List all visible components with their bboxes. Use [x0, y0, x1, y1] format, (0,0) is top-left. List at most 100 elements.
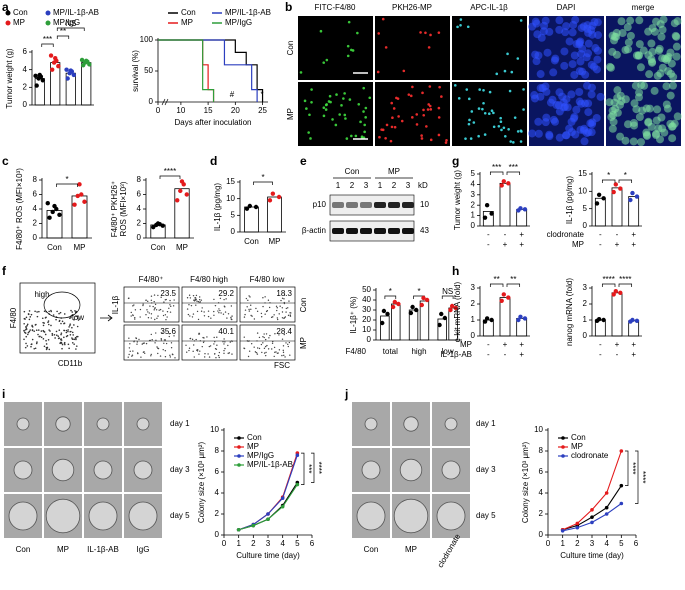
- cell-signal: [583, 24, 592, 33]
- event-dot: [251, 315, 253, 317]
- significance-bracket: [311, 452, 315, 483]
- cell-signal: [532, 57, 541, 66]
- event-dot: [33, 330, 35, 332]
- significance-label: **: [60, 27, 66, 36]
- data-point: [390, 304, 396, 310]
- unit-label: kD: [418, 181, 428, 190]
- event-dot: [23, 322, 25, 325]
- condition-mark: -: [599, 350, 602, 359]
- event-dot: [283, 294, 286, 296]
- x-category-label: MP: [176, 243, 188, 252]
- event-dot: [268, 337, 270, 339]
- axis-label: F4/80: [9, 307, 18, 328]
- event-dot: [28, 318, 31, 321]
- y-tick-label: 5: [583, 204, 588, 213]
- cell-signal: [656, 20, 665, 29]
- event-dot: [160, 296, 162, 299]
- event-dot: [43, 345, 46, 348]
- cell-signal: [569, 20, 578, 29]
- y-axis-label: Colony size (×10³ μm²): [197, 442, 206, 524]
- event-dot: [283, 354, 285, 357]
- survival-line: [158, 39, 258, 102]
- y-axis-label: nanog mRNA (fold): [565, 278, 574, 346]
- series-marker: [280, 504, 285, 509]
- series-marker: [604, 512, 609, 516]
- cell-signal: [346, 44, 350, 48]
- event-dot: [140, 356, 142, 358]
- event-dot: [191, 316, 194, 318]
- condition-name: MP: [572, 240, 584, 249]
- significance-label: ****: [628, 462, 637, 474]
- data-point: [52, 203, 57, 209]
- event-dot: [61, 343, 64, 346]
- event-dot: [169, 311, 172, 313]
- cell-signal: [487, 112, 491, 115]
- event-dot: [193, 340, 196, 342]
- cell-signal: [459, 23, 462, 27]
- cell-signal: [345, 137, 349, 140]
- event-dot: [281, 317, 284, 319]
- column-label: Con: [364, 545, 379, 554]
- event-dot: [57, 335, 60, 338]
- cell-signal: [632, 105, 641, 114]
- cell-signal: [635, 16, 644, 25]
- event-dot: [231, 340, 233, 342]
- mean-bar: [267, 196, 282, 233]
- event-dot: [142, 342, 144, 345]
- event-dot: [172, 305, 175, 307]
- event-dot: [286, 307, 289, 309]
- y-tick-label: 4: [471, 180, 476, 189]
- row-label: Con: [299, 298, 308, 313]
- event-dot: [145, 313, 147, 316]
- event-dot: [203, 340, 205, 342]
- event-dot: [71, 337, 73, 339]
- event-dot: [227, 344, 229, 347]
- cell-signal: [542, 113, 551, 122]
- event-dot: [170, 342, 173, 344]
- cell-signal: [324, 103, 328, 107]
- x-tick-label: 4: [280, 539, 285, 548]
- event-dot: [196, 349, 199, 351]
- cell-signal: [663, 104, 672, 113]
- x-category-label: MP: [74, 243, 86, 252]
- event-dot: [133, 304, 135, 306]
- data-point: [419, 302, 424, 308]
- colony: [436, 501, 466, 531]
- cell-signal: [331, 118, 334, 121]
- cell-signal: [359, 120, 362, 124]
- event-dot: [149, 305, 151, 307]
- data-point: [613, 289, 618, 294]
- event-dot: [45, 316, 47, 319]
- cell-signal: [384, 46, 388, 49]
- colony: [13, 460, 33, 480]
- cell-signal: [551, 117, 560, 126]
- legend-marker: [5, 20, 11, 26]
- event-dot: [215, 357, 217, 359]
- cell-signal: [522, 88, 525, 91]
- panel-letter: a: [2, 0, 9, 14]
- cell-signal: [673, 112, 682, 121]
- event-dot: [276, 318, 279, 321]
- blot-band: [374, 202, 386, 208]
- significance-bracket: [635, 450, 639, 504]
- cell-signal: [357, 102, 361, 106]
- event-dot: [61, 320, 64, 323]
- cell-signal: [572, 105, 581, 114]
- cell-signal: [420, 137, 424, 140]
- event-dot: [264, 313, 266, 315]
- cell-signal: [303, 99, 307, 103]
- event-dot: [215, 348, 218, 350]
- cell-signal: [576, 57, 585, 66]
- lane-label: 3: [364, 181, 369, 190]
- micrograph: [452, 16, 527, 80]
- significance-label: NS: [442, 287, 453, 296]
- cell-signal: [655, 44, 664, 53]
- event-dot: [75, 348, 77, 350]
- data-point: [522, 207, 528, 212]
- blot-band: [332, 202, 344, 208]
- cell-signal: [324, 108, 328, 111]
- event-dot: [156, 317, 158, 320]
- cell-signal: [456, 25, 459, 29]
- cell-signal: [478, 88, 481, 91]
- y-tick-label: 3: [583, 283, 588, 292]
